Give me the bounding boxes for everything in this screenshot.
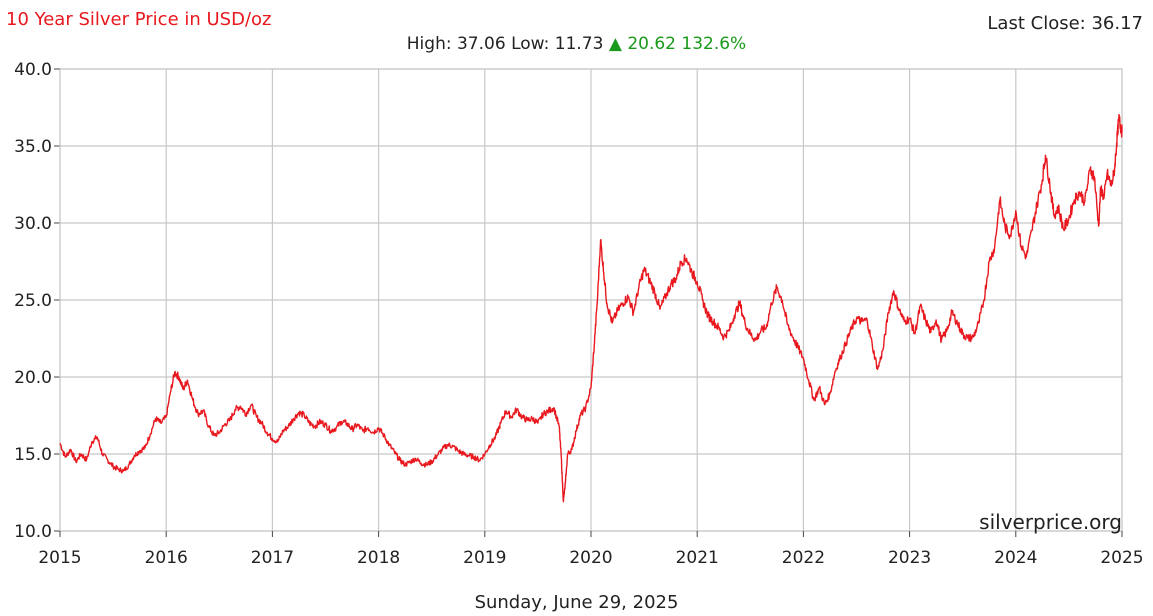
y-tick-label: 20.0 bbox=[14, 368, 52, 388]
watermark: silverprice.org bbox=[979, 510, 1122, 534]
price-stats: High: 37.06 Low: 11.73 ▲ 20.62 132.6% bbox=[0, 34, 1153, 54]
y-tick-label: 25.0 bbox=[14, 291, 52, 311]
silver-price-line bbox=[59, 113, 1123, 503]
y-tick-label: 10.0 bbox=[14, 522, 52, 542]
x-tick-label: 2024 bbox=[994, 548, 1037, 568]
change-value: 20.62 bbox=[627, 34, 676, 54]
chart-title: 10 Year Silver Price in USD/oz bbox=[6, 9, 272, 30]
last-close: Last Close: 36.17 bbox=[987, 13, 1143, 34]
x-tick-label: 2021 bbox=[676, 548, 719, 568]
x-tick-label: 2022 bbox=[782, 548, 825, 568]
y-tick-label: 30.0 bbox=[14, 214, 52, 234]
up-arrow-icon: ▲ bbox=[608, 34, 622, 54]
x-tick-label: 2025 bbox=[1100, 548, 1143, 568]
x-tick-label: 2015 bbox=[38, 548, 81, 568]
tick-labels: 10.0 15.0 20.0 25.0 30.0 35.0 40.0 2015 2016 2017… bbox=[14, 60, 1143, 568]
low-label: Low: bbox=[511, 34, 550, 54]
series-group bbox=[59, 113, 1123, 503]
y-tick-label: 40.0 bbox=[14, 60, 52, 80]
x-tick-label: 2018 bbox=[357, 548, 400, 568]
last-close-label: Last Close: bbox=[987, 13, 1086, 34]
x-tick-label: 2020 bbox=[569, 548, 612, 568]
x-tick-label: 2016 bbox=[145, 548, 188, 568]
low-value: 11.73 bbox=[554, 34, 604, 54]
x-tick-label: 2023 bbox=[888, 548, 931, 568]
high-label: High: bbox=[406, 34, 452, 54]
y-tick-label: 15.0 bbox=[14, 445, 52, 465]
high-value: 37.06 bbox=[456, 34, 506, 54]
x-tick-label: 2019 bbox=[463, 548, 506, 568]
y-tick-label: 35.0 bbox=[14, 137, 52, 157]
grid bbox=[54, 68, 1123, 537]
x-tick-label: 2017 bbox=[251, 548, 294, 568]
change-percent: 132.6% bbox=[681, 34, 747, 54]
last-close-value: 36.17 bbox=[1091, 13, 1143, 34]
footer-date: Sunday, June 29, 2025 bbox=[474, 592, 679, 613]
